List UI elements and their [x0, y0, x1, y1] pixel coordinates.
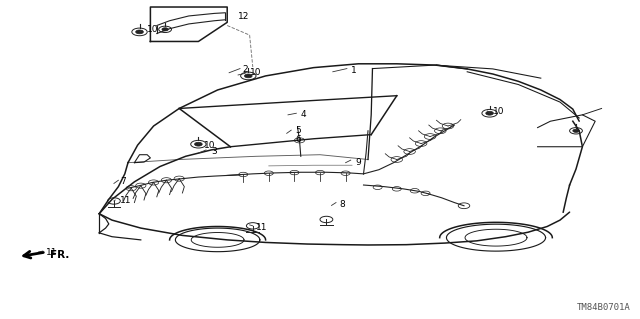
Circle shape: [486, 111, 493, 115]
Circle shape: [136, 30, 143, 34]
Text: TM84B0701A: TM84B0701A: [577, 303, 630, 312]
Text: 10: 10: [147, 25, 159, 34]
Text: 10: 10: [250, 68, 261, 77]
Text: 10: 10: [493, 107, 504, 116]
Text: 6: 6: [296, 135, 301, 144]
Text: 11: 11: [256, 223, 268, 232]
Text: 12: 12: [238, 12, 250, 21]
Text: 7: 7: [120, 177, 126, 186]
Text: FR.: FR.: [50, 250, 69, 260]
Circle shape: [195, 142, 202, 146]
Text: 3: 3: [211, 147, 217, 156]
Text: 5: 5: [296, 126, 301, 135]
Text: 1: 1: [351, 66, 356, 75]
Text: 4: 4: [301, 110, 307, 119]
Text: 2: 2: [242, 65, 248, 74]
Circle shape: [244, 74, 252, 78]
Text: 11: 11: [46, 248, 58, 256]
Circle shape: [162, 28, 168, 31]
Text: 11: 11: [120, 197, 132, 205]
Circle shape: [573, 129, 579, 132]
Text: 10: 10: [204, 141, 215, 150]
Text: 8: 8: [339, 200, 345, 209]
Text: 9: 9: [355, 158, 361, 167]
